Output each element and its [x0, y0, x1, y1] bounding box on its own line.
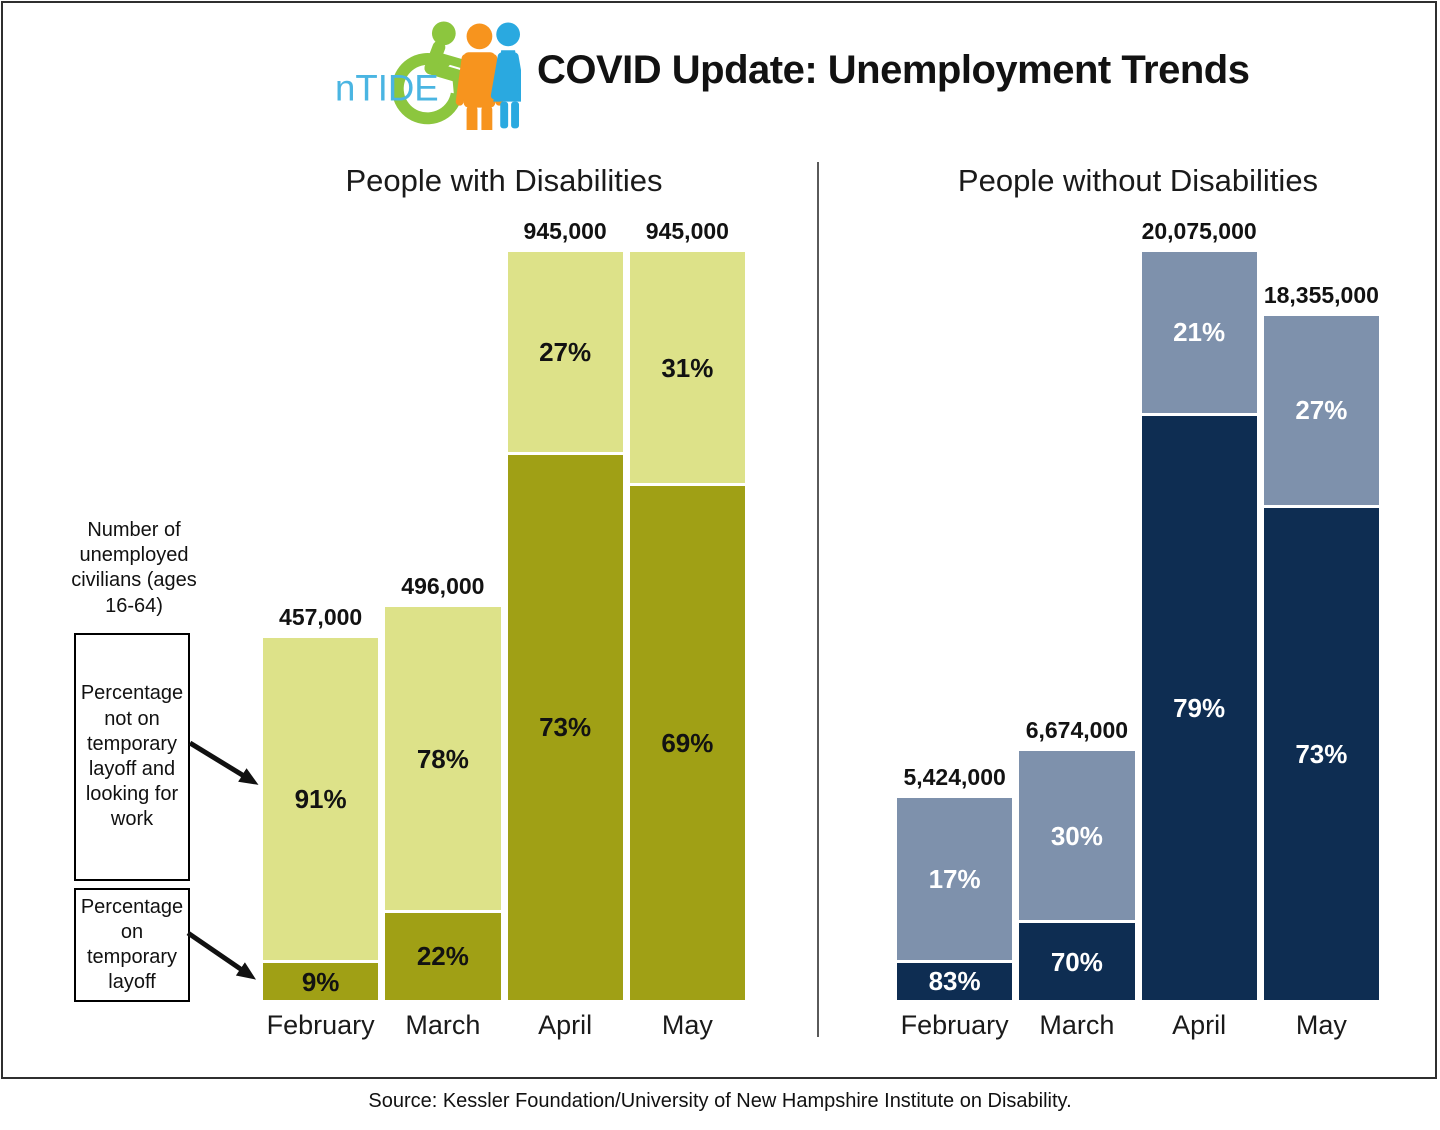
pct-label: 83%: [928, 966, 981, 997]
pct-label: 69%: [661, 728, 714, 759]
bar-total-label: 496,000: [401, 573, 485, 600]
bar-total-label: 945,000: [523, 218, 607, 244]
chart-title-with-disabilities: People with Disabilities: [345, 163, 663, 198]
bar-segment-not-on-layoff: 17%: [897, 797, 1013, 960]
ntide-logo: nTIDE: [335, 21, 521, 130]
bar-segment-on-layoff: 69%: [629, 483, 745, 1000]
bar-segment-on-layoff: 70%: [1019, 920, 1135, 1000]
bar-total-label: 5,424,000: [903, 763, 1006, 790]
pct-label: 27%: [1295, 395, 1348, 426]
month-label: April: [1172, 1010, 1227, 1040]
pct-label: 22%: [416, 941, 469, 972]
bar-segment-on-layoff: 79%: [1141, 412, 1257, 1000]
pct-label: 21%: [1173, 317, 1226, 348]
legend-box-on-layoff: Percentage on temporary layoff: [74, 888, 190, 1002]
pct-label: 27%: [539, 336, 592, 367]
stacked-bar: 20,075,000 21% 79%: [1141, 218, 1257, 1000]
chart-title-without-disabilities: People without Disabilities: [957, 163, 1319, 198]
arrow-to-not-on-layoff-icon: [188, 740, 259, 785]
bar-total-label: 18,355,000: [1263, 282, 1379, 309]
person-dress-icon: [490, 22, 521, 129]
bar-plot-with-disabilities: 457,000 91% 9% 496,000 78% 22% 945,000 27% 73% 94…: [263, 218, 745, 1000]
month-label: April: [538, 1010, 593, 1040]
bar-segment-not-on-layoff: 27%: [1263, 316, 1379, 505]
stacked-bar: 496,000 78% 22%: [385, 573, 501, 1000]
bar-total-label: 20,075,000: [1141, 218, 1257, 244]
month-label: May: [661, 1010, 713, 1040]
bar-segment-not-on-layoff: 21%: [1141, 252, 1257, 413]
pct-label: 91%: [294, 784, 347, 815]
bar-segment-not-on-layoff: 27%: [507, 252, 623, 452]
person-icon: [455, 23, 504, 130]
bar-segment-on-layoff: 9%: [263, 960, 379, 1000]
pct-label: 17%: [928, 863, 981, 894]
stacked-bar: 6,674,000 30% 70%: [1019, 717, 1135, 1000]
pct-label: 79%: [1173, 692, 1226, 723]
bar-total-label: 457,000: [279, 604, 363, 631]
legend-box-not-on-layoff: Percentage not on temporary layoff and l…: [74, 633, 190, 881]
bar-segment-on-layoff: 73%: [507, 451, 623, 1000]
brand-header: nTIDE COVID Update: Unemployment Trends: [333, 10, 1250, 130]
month-label: May: [1295, 1010, 1347, 1040]
stacked-bar: 5,424,000 17% 83%: [897, 764, 1013, 1000]
pct-label: 73%: [1295, 738, 1348, 769]
bar-segment-not-on-layoff: 31%: [629, 252, 745, 484]
bar-plot-without-disabilities: 5,424,000 17% 83% 6,674,000 30% 70% 20,075,000…: [897, 218, 1379, 1000]
pct-label: 31%: [661, 352, 714, 383]
pct-label: 73%: [539, 712, 592, 743]
bar-segment-not-on-layoff: 78%: [385, 607, 501, 910]
arrow-to-on-layoff-icon: [186, 930, 257, 980]
page-title: COVID Update: Unemployment Trends: [537, 47, 1250, 92]
month-label: March: [1039, 1010, 1115, 1040]
pct-label: 78%: [416, 743, 469, 774]
bar-total-label: 6,674,000: [1025, 717, 1129, 744]
bar-segment-on-layoff: 83%: [897, 959, 1013, 1000]
stacked-bar: 945,000 27% 73%: [507, 218, 623, 1000]
month-axis-with-disabilities: February March April May: [263, 1010, 745, 1041]
bar-segment-on-layoff: 73%: [1263, 504, 1379, 1000]
annotation-arrows: [186, 740, 259, 980]
month-label: February: [900, 1010, 1009, 1040]
bar-segment-not-on-layoff: 91%: [263, 638, 379, 961]
month-axis-without-disabilities: February March April May: [897, 1010, 1379, 1041]
panel-divider: [817, 162, 819, 1037]
y-axis-note: Number of unemployed civilians (ages 16-…: [71, 519, 197, 617]
month-label: February: [266, 1010, 375, 1040]
stacked-bar: 945,000 31% 69%: [629, 218, 745, 1000]
pct-label: 70%: [1050, 946, 1103, 977]
month-label: March: [405, 1010, 481, 1040]
pct-label: 9%: [301, 966, 340, 997]
pct-label: 30%: [1050, 820, 1103, 851]
stacked-bar: 457,000 91% 9%: [263, 604, 379, 1000]
bar-segment-on-layoff: 22%: [385, 909, 501, 1000]
bar-total-label: 945,000: [645, 218, 729, 244]
source-text: Source: Kessler Foundation/University of…: [368, 1090, 1072, 1112]
logo-text: nTIDE: [335, 68, 439, 109]
bar-segment-not-on-layoff: 30%: [1019, 751, 1135, 921]
stacked-bar: 18,355,000 27% 73%: [1263, 282, 1379, 1000]
